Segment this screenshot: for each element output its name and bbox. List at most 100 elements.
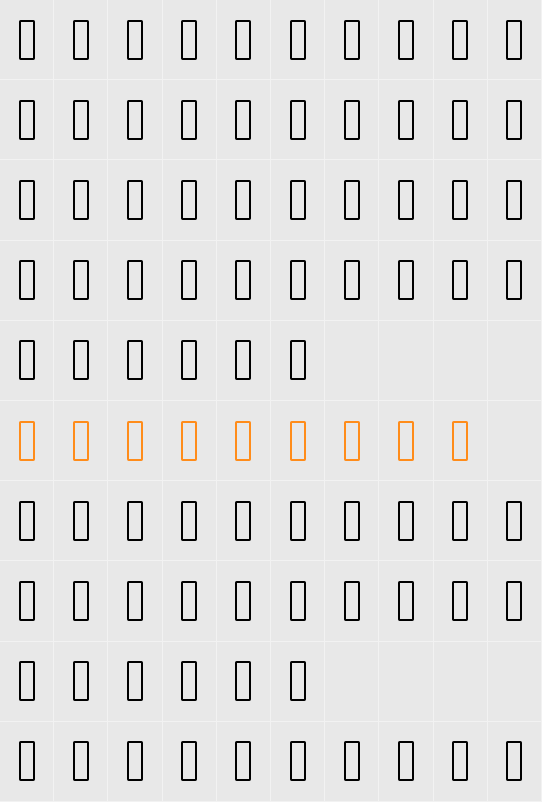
grid-cell — [108, 642, 162, 722]
grid-cell — [0, 722, 54, 802]
grid-cell — [271, 0, 325, 80]
grid-cell — [379, 642, 433, 722]
glyph — [398, 501, 414, 541]
grid-cell — [0, 160, 54, 240]
glyph — [398, 20, 414, 60]
glyph — [19, 20, 35, 60]
glyph — [290, 581, 306, 621]
glyph — [127, 661, 143, 701]
glyph — [19, 741, 35, 781]
grid-cell — [54, 0, 108, 80]
grid-cell — [434, 0, 488, 80]
glyph — [73, 180, 89, 220]
glyph — [127, 501, 143, 541]
glyph — [19, 581, 35, 621]
glyph — [344, 581, 360, 621]
glyph — [290, 340, 306, 380]
grid-cell — [379, 401, 433, 481]
glyph-highlight — [452, 421, 468, 461]
grid-cell — [108, 401, 162, 481]
grid-cell — [163, 321, 217, 401]
glyph — [344, 20, 360, 60]
glyph — [127, 581, 143, 621]
glyph — [290, 661, 306, 701]
grid-cell — [379, 0, 433, 80]
grid-cell — [325, 0, 379, 80]
grid-cell — [0, 321, 54, 401]
glyph — [73, 100, 89, 140]
grid-cell — [163, 241, 217, 321]
grid-cell — [271, 80, 325, 160]
glyph — [506, 20, 522, 60]
glyph — [506, 501, 522, 541]
glyph — [181, 661, 197, 701]
grid-cell — [271, 722, 325, 802]
glyph — [290, 741, 306, 781]
grid-cell — [488, 722, 542, 802]
grid-cell — [163, 561, 217, 641]
grid-cell — [54, 642, 108, 722]
grid-cell — [54, 401, 108, 481]
glyph — [235, 260, 251, 300]
glyph — [181, 260, 197, 300]
glyph — [235, 340, 251, 380]
grid-cell — [54, 80, 108, 160]
glyph-highlight — [398, 421, 414, 461]
glyph — [235, 20, 251, 60]
glyph — [398, 100, 414, 140]
glyph — [181, 741, 197, 781]
glyph — [452, 180, 468, 220]
glyph — [290, 180, 306, 220]
grid-cell — [271, 321, 325, 401]
glyph — [73, 260, 89, 300]
glyph — [19, 260, 35, 300]
grid-cell — [434, 561, 488, 641]
glyph-highlight — [290, 421, 306, 461]
grid-cell — [488, 401, 542, 481]
grid-cell — [217, 642, 271, 722]
glyph — [506, 741, 522, 781]
glyph — [398, 581, 414, 621]
glyph — [73, 741, 89, 781]
glyph — [398, 180, 414, 220]
grid-cell — [217, 401, 271, 481]
glyph — [19, 100, 35, 140]
grid-cell — [379, 321, 433, 401]
grid-cell — [379, 722, 433, 802]
grid-cell — [488, 481, 542, 561]
grid-cell — [217, 0, 271, 80]
grid-cell — [434, 481, 488, 561]
glyph — [127, 100, 143, 140]
grid-cell — [54, 481, 108, 561]
glyph — [452, 20, 468, 60]
grid-cell — [217, 481, 271, 561]
grid-cell — [325, 401, 379, 481]
glyph — [290, 100, 306, 140]
glyph — [181, 340, 197, 380]
grid-cell — [108, 561, 162, 641]
glyph — [452, 100, 468, 140]
glyph — [290, 260, 306, 300]
grid-cell — [271, 642, 325, 722]
glyph — [506, 180, 522, 220]
grid-cell — [217, 160, 271, 240]
glyph — [344, 501, 360, 541]
grid-cell — [325, 321, 379, 401]
grid-cell — [163, 401, 217, 481]
glyph — [398, 741, 414, 781]
glyph — [73, 20, 89, 60]
glyph — [73, 501, 89, 541]
grid-cell — [217, 80, 271, 160]
grid-cell — [325, 80, 379, 160]
grid-cell — [217, 561, 271, 641]
grid-cell — [488, 561, 542, 641]
grid-cell — [488, 642, 542, 722]
glyph — [344, 100, 360, 140]
grid-cell — [325, 481, 379, 561]
glyph — [235, 501, 251, 541]
grid-cell — [0, 80, 54, 160]
glyph — [181, 180, 197, 220]
grid-cell — [379, 241, 433, 321]
glyph — [73, 340, 89, 380]
grid-cell — [108, 722, 162, 802]
